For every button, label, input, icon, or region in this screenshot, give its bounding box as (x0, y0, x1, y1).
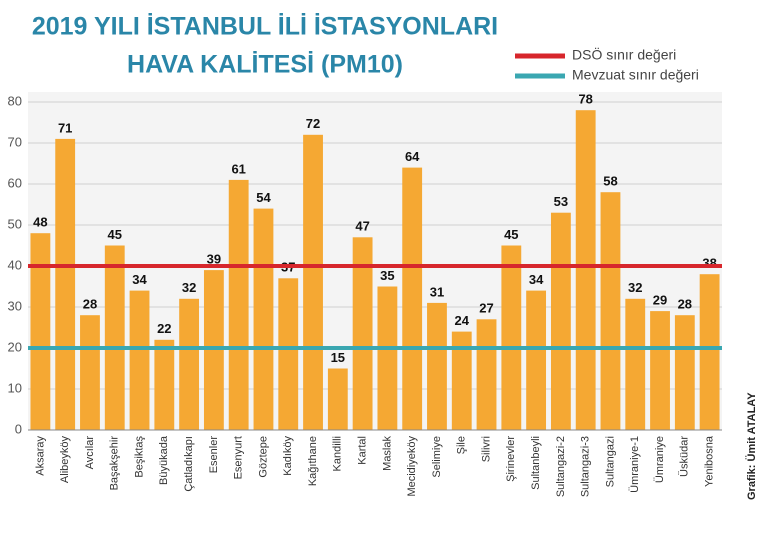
x-tick-label: Kartal (357, 436, 369, 465)
value-label: 28 (678, 297, 692, 312)
bar (179, 298, 200, 430)
bar (55, 138, 76, 430)
bar (253, 208, 274, 430)
value-label: 31 (430, 284, 444, 299)
chart-title: HAVA KALİTESİ (PM10) (127, 51, 403, 79)
x-tick-label: Esenyurt (233, 436, 245, 479)
x-tick-label: Aksaray (34, 436, 46, 476)
y-tick-label: 0 (15, 421, 22, 436)
legend-label: Mevzuat sınır değeri (572, 67, 699, 83)
value-label: 45 (108, 227, 122, 242)
bar (80, 315, 100, 430)
x-tick-label: Şile (456, 436, 468, 454)
x-tick-label: Çatladıkapı (183, 436, 195, 492)
value-label: 45 (504, 227, 518, 242)
value-label: 64 (405, 149, 420, 164)
bar (526, 290, 547, 430)
value-label: 24 (455, 313, 470, 328)
value-label: 48 (33, 215, 47, 230)
x-tick-label: Ümraniye (654, 436, 666, 483)
bar (327, 368, 348, 430)
bar (699, 274, 720, 430)
x-tick-label: Kadıköy (282, 436, 294, 476)
value-label: 28 (83, 297, 97, 312)
x-tick-label: Büyükada (158, 435, 170, 485)
x-tick-label: Alibeyköy (59, 436, 71, 484)
y-tick-label: 60 (8, 175, 22, 190)
bar (30, 233, 51, 430)
value-label: 78 (578, 92, 592, 107)
chart-title: 2019 YILI İSTANBUL İLİ İSTASYONLARI (32, 13, 498, 41)
bar (451, 331, 472, 430)
bar (575, 110, 596, 430)
y-tick-label: 30 (8, 298, 22, 313)
value-label: 71 (58, 120, 72, 135)
bar (550, 212, 571, 430)
bar (352, 237, 373, 430)
value-label: 34 (132, 272, 147, 287)
y-tick-label: 70 (8, 134, 22, 149)
bar (674, 315, 695, 430)
x-tick-label: Mecidiyeköy (406, 436, 418, 497)
value-label: 39 (207, 252, 221, 267)
legend-label: DSÖ sınır değeri (572, 46, 676, 63)
bar (600, 192, 621, 430)
y-tick-label: 40 (8, 257, 22, 272)
value-label: 54 (256, 190, 271, 205)
bar (650, 311, 670, 430)
bar (154, 339, 175, 430)
x-tick-label: Ümraniye-1 (629, 436, 641, 493)
y-tick-label: 20 (8, 339, 22, 354)
value-label: 53 (554, 194, 568, 209)
bar (129, 290, 150, 430)
value-label: 15 (331, 350, 345, 365)
x-tick-label: Sultanbeyli (530, 436, 542, 490)
value-label: 29 (653, 293, 667, 308)
value-label: 38 (702, 256, 716, 271)
value-label: 32 (182, 280, 196, 295)
bar (104, 245, 125, 430)
bar (402, 167, 423, 430)
y-tick-label: 50 (8, 216, 22, 231)
value-label: 72 (306, 116, 320, 131)
bar (377, 286, 398, 430)
x-tick-label: Göztepe (257, 436, 269, 478)
x-tick-label: Sultangazi-3 (580, 436, 592, 497)
x-tick-label: Üsküdar (679, 436, 691, 477)
value-label: 22 (157, 321, 171, 336)
bar (476, 319, 497, 430)
bar (501, 245, 522, 430)
credit: Grafik: Ümit ATALAY (745, 392, 758, 500)
value-label: 34 (529, 272, 544, 287)
bar (303, 134, 323, 431)
value-label: 47 (355, 219, 369, 234)
x-tick-label: Avcılar (84, 436, 96, 470)
x-tick-label: Esenler (208, 436, 220, 474)
x-tick-label: Başakşehir (109, 436, 121, 491)
y-tick-label: 80 (8, 93, 22, 108)
value-label: 61 (231, 161, 245, 176)
x-tick-label: Kandilli (332, 436, 344, 471)
value-label: 27 (479, 301, 493, 316)
bar (427, 302, 447, 430)
x-tick-label: Maslak (381, 436, 393, 471)
bar (228, 179, 249, 430)
x-tick-label: Sultangazi (604, 436, 616, 487)
x-tick-label: Beşiktaş (133, 436, 145, 478)
bar (278, 278, 299, 430)
value-label: 58 (603, 174, 617, 189)
y-tick-label: 10 (8, 380, 22, 395)
bar (625, 298, 646, 430)
bar (203, 270, 224, 430)
x-tick-label: Şirinevler (505, 436, 517, 482)
x-tick-label: Silivri (480, 436, 492, 462)
x-tick-label: Sultangazi-2 (555, 436, 567, 497)
value-label: 35 (380, 268, 394, 283)
value-label: 32 (628, 280, 642, 295)
x-tick-label: Yenibosna (704, 435, 716, 487)
x-tick-label: Selimiye (431, 436, 443, 478)
x-tick-label: Kağıthane (307, 436, 319, 486)
